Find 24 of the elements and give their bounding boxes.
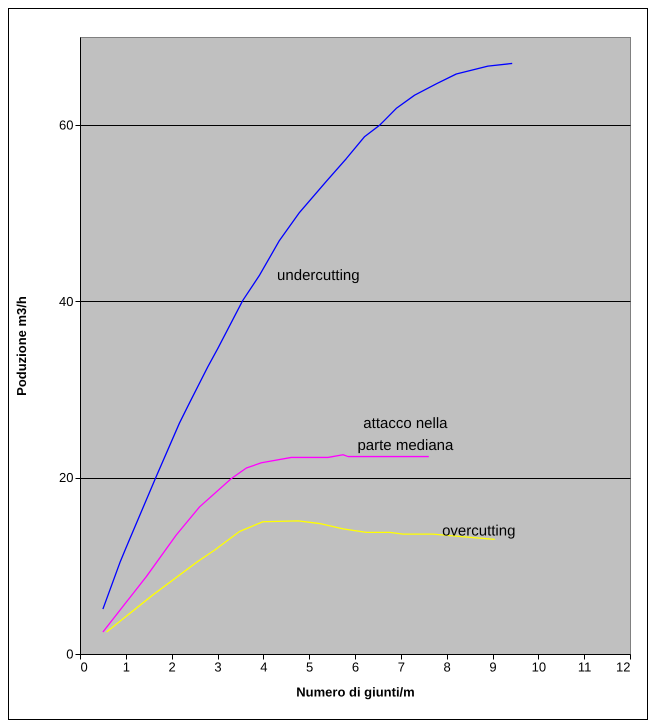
x-tick-label: 4 bbox=[260, 660, 268, 674]
x-tick-label: 11 bbox=[578, 660, 592, 674]
x-tick-label: 1 bbox=[122, 660, 130, 674]
x-tick-label: 12 bbox=[616, 660, 630, 674]
x-tick-label: 7 bbox=[398, 660, 405, 674]
x-tick-label: 0 bbox=[80, 660, 88, 674]
x-tick-label: 3 bbox=[214, 660, 222, 674]
series-label: undercutting bbox=[277, 266, 360, 284]
y-tick-label: 20 bbox=[59, 470, 74, 486]
x-tick-label: 9 bbox=[489, 660, 497, 674]
series-label: overcutting bbox=[442, 522, 516, 540]
y-tick-label: 60 bbox=[59, 118, 74, 133]
x-tick-label: 5 bbox=[306, 660, 314, 674]
y-tick-label: 0 bbox=[66, 646, 74, 662]
x-tick-label: 8 bbox=[444, 660, 451, 674]
x-tick-label: 2 bbox=[168, 660, 176, 674]
x-tick-label: 10 bbox=[532, 660, 546, 674]
line-series bbox=[102, 454, 430, 633]
y-axis-title: Poduzione m3/h bbox=[14, 296, 30, 396]
series-label: attacco nella parte mediana bbox=[357, 415, 454, 454]
x-axis-title: Numero di giunti/m bbox=[296, 684, 415, 700]
line-series bbox=[102, 62, 513, 610]
y-tick-label: 40 bbox=[59, 294, 74, 309]
x-tick-label: 6 bbox=[352, 660, 360, 674]
